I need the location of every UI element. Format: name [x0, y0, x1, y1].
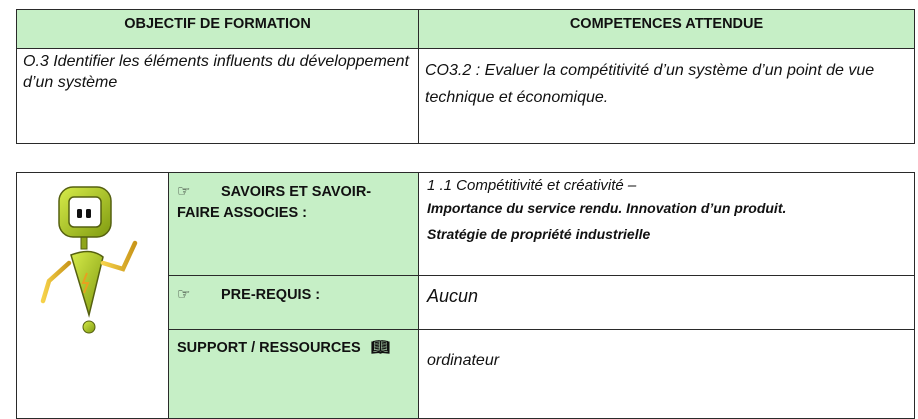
- competence-header: COMPETENCES ATTENDUE: [569, 16, 764, 32]
- objectif-header: OBJECTIF DE FORMATION: [124, 16, 311, 32]
- objectif-header-cell: OBJECTIF DE FORMATION: [16, 9, 419, 49]
- savoirs-value-cell: 1 .1 Compétitivité et créativité – Impor…: [418, 172, 915, 276]
- prerequis-label: PRE-REQUIS :: [221, 287, 321, 303]
- prerequis-value-cell: Aucun: [418, 275, 915, 330]
- support-value-cell: ordinateur: [418, 329, 915, 419]
- competence-header-cell: COMPETENCES ATTENDUE: [418, 9, 915, 49]
- savoirs-label-line2: FAIRE ASSOCIES :: [177, 205, 307, 221]
- prerequis-label-cell: ☞ PRE-REQUIS :: [168, 275, 419, 330]
- objectif-table: OBJECTIF DE FORMATION COMPETENCES ATTEND…: [16, 9, 915, 144]
- support-label-cell: SUPPORT / RESSOURCES 📖︎: [168, 329, 419, 419]
- savoirs-line1: 1 .1 Compétitivité et créativité –: [427, 177, 637, 194]
- open-book-icon: 📖︎: [370, 339, 390, 356]
- pointing-hand-icon: ☞: [177, 183, 191, 200]
- support-label: SUPPORT / RESSOURCES: [177, 340, 361, 356]
- competence-text: CO3.2 : Evaluer la compétitivité d’un sy…: [425, 62, 875, 106]
- savoirs-label-line1: SAVOIRS ET SAVOIR-: [221, 184, 372, 200]
- savoirs-line3: Stratégie de propriété industrielle: [427, 226, 651, 242]
- details-table: ☞ SAVOIRS ET SAVOIR- FAIRE ASSOCIES : 1 .…: [16, 172, 915, 419]
- objectif-cell: O.3 Identifier les éléments influents du…: [16, 48, 419, 144]
- objectif-text: O.3 Identifier les éléments influents du…: [23, 53, 410, 91]
- robot-mascot-icon: [40, 186, 138, 334]
- support-value: ordinateur: [427, 352, 500, 369]
- competence-cell: CO3.2 : Evaluer la compétitivité d’un sy…: [418, 48, 915, 144]
- mascot-cell: [16, 172, 169, 419]
- pointing-hand-icon: ☞: [177, 286, 191, 303]
- savoirs-label-cell: ☞ SAVOIRS ET SAVOIR- FAIRE ASSOCIES :: [168, 172, 419, 276]
- prerequis-value: Aucun: [427, 286, 479, 306]
- savoirs-line2: Importance du service rendu. Innovation …: [427, 200, 787, 216]
